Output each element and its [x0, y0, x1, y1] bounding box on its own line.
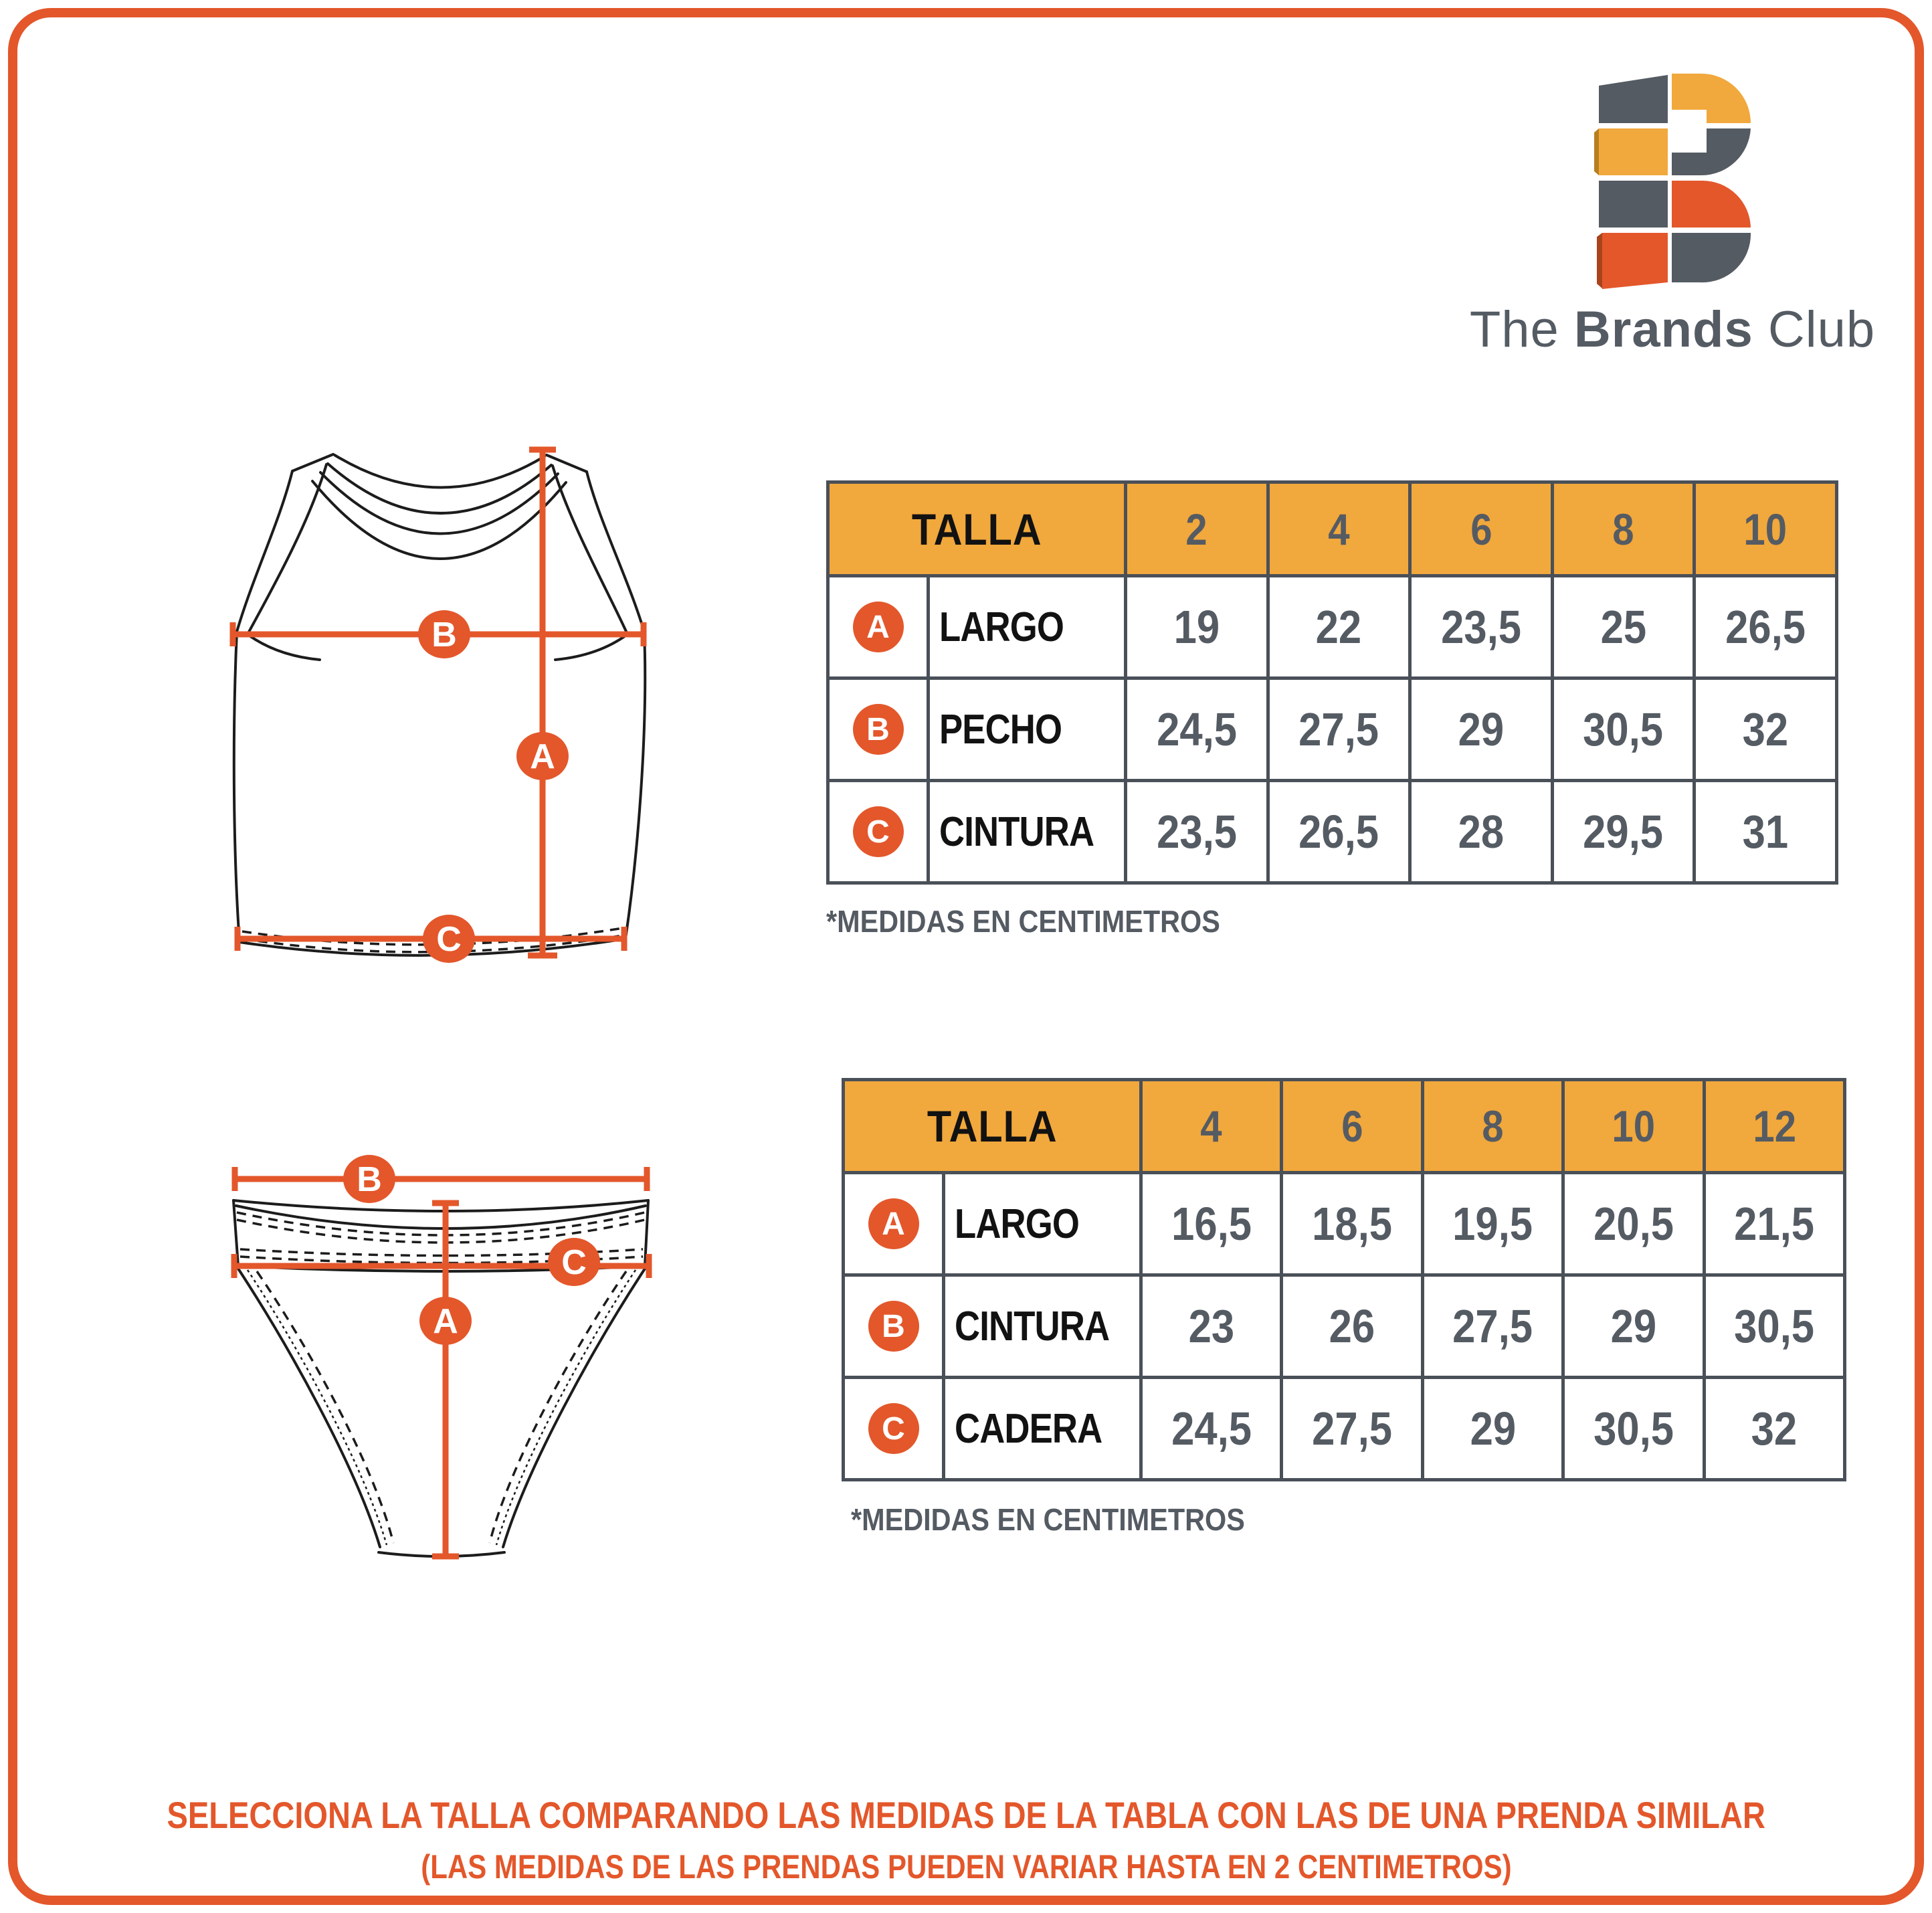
tank-top-measure-lines [229, 446, 647, 959]
marker-cell: A [830, 574, 927, 676]
value-cell: 26,5 [1693, 574, 1835, 676]
value-cell: 16,5 [1139, 1171, 1280, 1273]
marker-c-badge: C [852, 806, 904, 857]
value-cell: 27,5 [1420, 1273, 1562, 1376]
marker-cell: B [845, 1273, 942, 1376]
footer-instructions: SELECCIONA LA TALLA COMPARANDO LAS MEDID… [0, 1793, 1932, 1886]
value-cell: 29,5 [1550, 779, 1693, 881]
size-col-header: 6 [1280, 1081, 1421, 1171]
value-cell: 29 [1561, 1273, 1703, 1376]
size-col-header: 10 [1561, 1081, 1703, 1171]
value-cell: 32 [1702, 1376, 1843, 1478]
size-header-cell: TALLA [845, 1081, 1139, 1171]
value-cell: 18,5 [1280, 1171, 1421, 1273]
marker-b-badge [343, 1155, 395, 1203]
value-cell: 32 [1693, 676, 1835, 779]
brand-logo-b-icon [1594, 74, 1751, 289]
value-cell: 23 [1139, 1273, 1280, 1376]
value-cell: 23,5 [1408, 574, 1551, 676]
value-cell: 29 [1420, 1376, 1562, 1478]
size-col-header: 10 [1693, 484, 1835, 574]
measure-label-cell: CINTURA [942, 1273, 1139, 1376]
value-cell: 28 [1408, 779, 1551, 881]
top-size-table: TALLA 2 4 6 8 10 A LARGO 19 22 23,5 25 2… [826, 480, 1838, 885]
underwear-diagram: B C A [231, 1155, 652, 1560]
marker-b-badge: B [868, 1301, 919, 1352]
value-cell: 24,5 [1139, 1376, 1280, 1478]
marker-c-badge: C [868, 1403, 919, 1454]
marker-a-badge [419, 1297, 472, 1345]
tank-top-outline [232, 453, 647, 957]
tank-top-diagram: B A C [229, 446, 647, 963]
marker-c-letter: C [436, 920, 462, 959]
value-cell: 25 [1550, 574, 1693, 676]
measure-label-cell: CINTURA [927, 779, 1124, 881]
marker-cell: C [830, 779, 927, 881]
value-cell: 27,5 [1280, 1376, 1421, 1478]
size-col-header: 6 [1408, 484, 1551, 574]
value-cell: 26 [1280, 1273, 1421, 1376]
brand-name-brands: Brands [1573, 301, 1753, 358]
marker-a-badge: A [852, 602, 904, 652]
size-header-label: TALLA [911, 504, 1042, 554]
value-cell: 30,5 [1561, 1376, 1703, 1478]
marker-cell: B [830, 676, 927, 779]
brand-name: The Brands Club [1470, 300, 1875, 359]
brand-logo: The Brands Club [1470, 67, 1874, 359]
marker-b-badge [418, 610, 470, 658]
size-col-header: 12 [1702, 1081, 1843, 1171]
tank-top-markers: B A C [418, 610, 569, 963]
value-cell: 31 [1693, 779, 1835, 881]
marker-cell: C [845, 1376, 942, 1478]
marker-b-letter: B [357, 1160, 382, 1199]
size-header-cell: TALLA [830, 484, 1124, 574]
marker-cell: A [845, 1171, 942, 1273]
size-col-header: 4 [1139, 1081, 1280, 1171]
value-cell: 29 [1408, 676, 1551, 779]
brand-name-the: The [1469, 301, 1559, 358]
marker-c-letter: C [561, 1243, 587, 1282]
marker-a-letter: A [433, 1302, 458, 1341]
units-note-top: *MEDIDAS EN CENTIMETROS [826, 904, 1220, 939]
size-col-header: 8 [1550, 484, 1693, 574]
value-cell: 23,5 [1124, 779, 1266, 881]
value-cell: 24,5 [1124, 676, 1266, 779]
value-cell: 19 [1124, 574, 1266, 676]
units-note-bottom: *MEDIDAS EN CENTIMETROS [851, 1502, 1245, 1537]
marker-a-badge: A [868, 1198, 919, 1249]
underwear-measure-lines [231, 1167, 652, 1560]
marker-c-badge [423, 915, 475, 963]
size-col-header: 4 [1266, 484, 1409, 574]
size-header-label: TALLA [927, 1101, 1058, 1151]
marker-a-badge [516, 732, 569, 780]
marker-a-letter: A [530, 737, 555, 776]
value-cell: 22 [1266, 574, 1409, 676]
underwear-markers: B C A [343, 1155, 600, 1345]
measure-label-cell: LARGO [927, 574, 1124, 676]
value-cell: 19,5 [1420, 1171, 1562, 1273]
size-col-header: 8 [1420, 1081, 1562, 1171]
value-cell: 30,5 [1550, 676, 1693, 779]
value-cell: 26,5 [1266, 779, 1409, 881]
measure-label-cell: LARGO [942, 1171, 1139, 1273]
measure-label-cell: PECHO [927, 676, 1124, 779]
bottom-size-table: TALLA 4 6 8 10 12 A LARGO 16,5 18,5 19,5… [842, 1078, 1846, 1481]
value-cell: 30,5 [1702, 1273, 1843, 1376]
marker-b-badge: B [852, 704, 904, 755]
value-cell: 27,5 [1266, 676, 1409, 779]
marker-c-badge [548, 1238, 600, 1286]
footer-line-1: SELECCIONA LA TALLA COMPARANDO LAS MEDID… [167, 1794, 1765, 1836]
footer-line-2: (LAS MEDIDAS DE LAS PRENDAS PUEDEN VARIA… [420, 1848, 1512, 1886]
marker-b-letter: B [431, 616, 457, 654]
size-col-header: 2 [1124, 484, 1266, 574]
brand-name-club: Club [1767, 301, 1876, 358]
value-cell: 20,5 [1561, 1171, 1703, 1273]
value-cell: 21,5 [1702, 1171, 1843, 1273]
measure-label-cell: CADERA [942, 1376, 1139, 1478]
